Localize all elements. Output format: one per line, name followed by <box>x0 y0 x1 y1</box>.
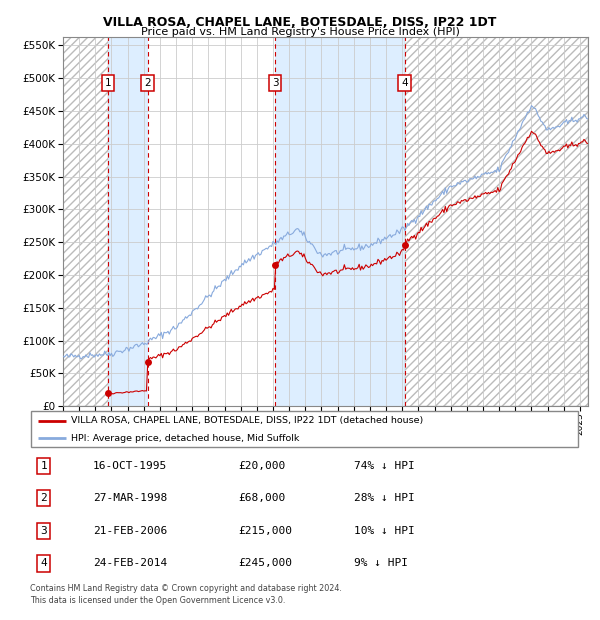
Text: Price paid vs. HM Land Registry's House Price Index (HPI): Price paid vs. HM Land Registry's House … <box>140 27 460 37</box>
Text: 9% ↓ HPI: 9% ↓ HPI <box>354 559 408 569</box>
Text: 2: 2 <box>40 494 47 503</box>
Text: £245,000: £245,000 <box>239 559 293 569</box>
Text: HPI: Average price, detached house, Mid Suffolk: HPI: Average price, detached house, Mid … <box>71 434 299 443</box>
Bar <box>404 37 588 406</box>
Bar <box>275 37 404 406</box>
Text: 10% ↓ HPI: 10% ↓ HPI <box>354 526 415 536</box>
FancyBboxPatch shape <box>31 411 578 447</box>
Bar <box>63 37 108 406</box>
Text: 4: 4 <box>401 78 408 88</box>
Text: £68,000: £68,000 <box>239 494 286 503</box>
Text: 27-MAR-1998: 27-MAR-1998 <box>93 494 167 503</box>
Text: 3: 3 <box>272 78 278 88</box>
Text: £20,000: £20,000 <box>239 461 286 471</box>
Bar <box>108 37 148 406</box>
Text: £215,000: £215,000 <box>239 526 293 536</box>
Text: 21-FEB-2006: 21-FEB-2006 <box>93 526 167 536</box>
Text: 1: 1 <box>105 78 112 88</box>
Text: Contains HM Land Registry data © Crown copyright and database right 2024.
This d: Contains HM Land Registry data © Crown c… <box>30 584 342 605</box>
Text: VILLA ROSA, CHAPEL LANE, BOTESDALE, DISS, IP22 1DT: VILLA ROSA, CHAPEL LANE, BOTESDALE, DISS… <box>103 16 497 29</box>
Text: 16-OCT-1995: 16-OCT-1995 <box>93 461 167 471</box>
Text: 28% ↓ HPI: 28% ↓ HPI <box>354 494 415 503</box>
Text: 4: 4 <box>40 559 47 569</box>
Text: 74% ↓ HPI: 74% ↓ HPI <box>354 461 415 471</box>
Text: 24-FEB-2014: 24-FEB-2014 <box>93 559 167 569</box>
Text: 3: 3 <box>40 526 47 536</box>
Text: 1: 1 <box>40 461 47 471</box>
Text: VILLA ROSA, CHAPEL LANE, BOTESDALE, DISS, IP22 1DT (detached house): VILLA ROSA, CHAPEL LANE, BOTESDALE, DISS… <box>71 417 424 425</box>
Text: 2: 2 <box>145 78 151 88</box>
